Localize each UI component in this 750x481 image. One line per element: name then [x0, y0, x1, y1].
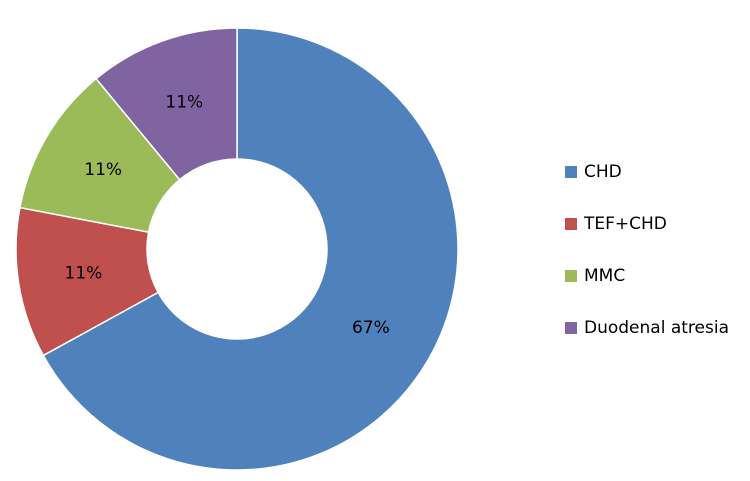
data-label: 67%: [352, 318, 390, 338]
donut-slice: [95, 27, 238, 181]
data-label: 11%: [84, 160, 122, 180]
data-label: 11%: [165, 93, 203, 113]
legend-swatch: [565, 322, 577, 334]
donut-slice: [42, 27, 459, 471]
legend-label: TEF+CHD: [583, 214, 667, 234]
data-label: 11%: [65, 263, 103, 283]
donut-slice: [15, 206, 160, 357]
legend-label: CHD: [584, 162, 622, 182]
legend-swatch: [565, 218, 577, 230]
legend-swatch: [565, 270, 577, 282]
legend-label: Duodenal atresia: [584, 318, 729, 338]
legend-label: MMC: [584, 266, 625, 286]
donut-slice: [19, 77, 181, 234]
legend-swatch: [565, 166, 577, 178]
